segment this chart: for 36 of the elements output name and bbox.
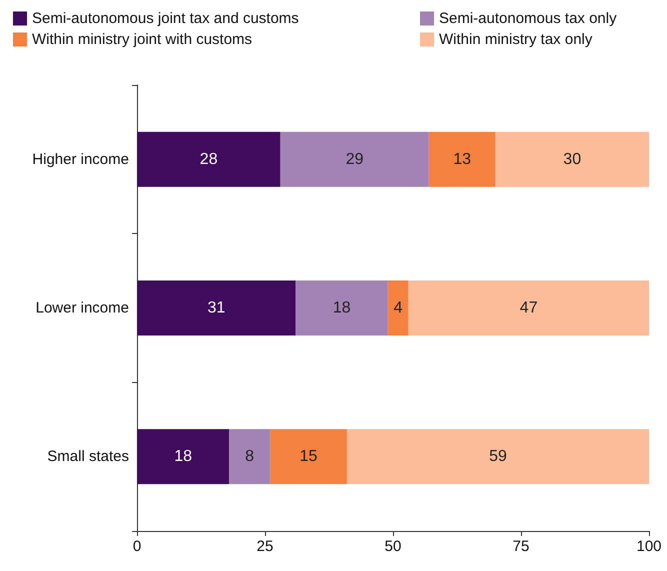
x-tick-label: 100 [636,538,662,555]
data-label: 4 [394,300,403,316]
x-tick-label: 75 [512,538,530,555]
bar [137,429,230,484]
data-label: 29 [346,150,364,168]
bar [296,280,388,336]
y-tick-label: Higher income [32,150,129,168]
data-label: 28 [200,150,218,168]
bar [229,429,270,484]
bar [280,132,429,187]
bar [408,280,649,336]
legend-label: Within ministry joint with customs [32,31,252,48]
bar [270,429,347,484]
data-label: 15 [300,448,318,466]
data-label: 47 [520,300,538,316]
data-label: 8 [245,448,254,466]
x-tick-label: 50 [384,538,402,555]
legend-label: Semi-autonomous tax only [439,10,618,27]
bar [346,429,649,484]
y-tick-label: Small states [47,448,129,466]
data-label: 13 [453,150,472,168]
bar [137,132,280,187]
bar [137,280,296,336]
legend-label: Within ministry tax only [439,31,593,48]
legend-label: Semi-autonomous joint tax and customs [32,10,299,27]
data-label: 18 [332,300,351,316]
data-label: 31 [207,300,226,316]
x-tick-label: 0 [132,538,142,555]
x-tick-label: 25 [256,538,274,555]
data-label: 59 [489,448,507,466]
y-tick-label: Lower income [36,300,129,316]
data-label: 18 [174,448,192,466]
bar [388,280,408,336]
bar [428,132,496,187]
data-label: 30 [563,150,582,168]
bar [495,132,649,187]
